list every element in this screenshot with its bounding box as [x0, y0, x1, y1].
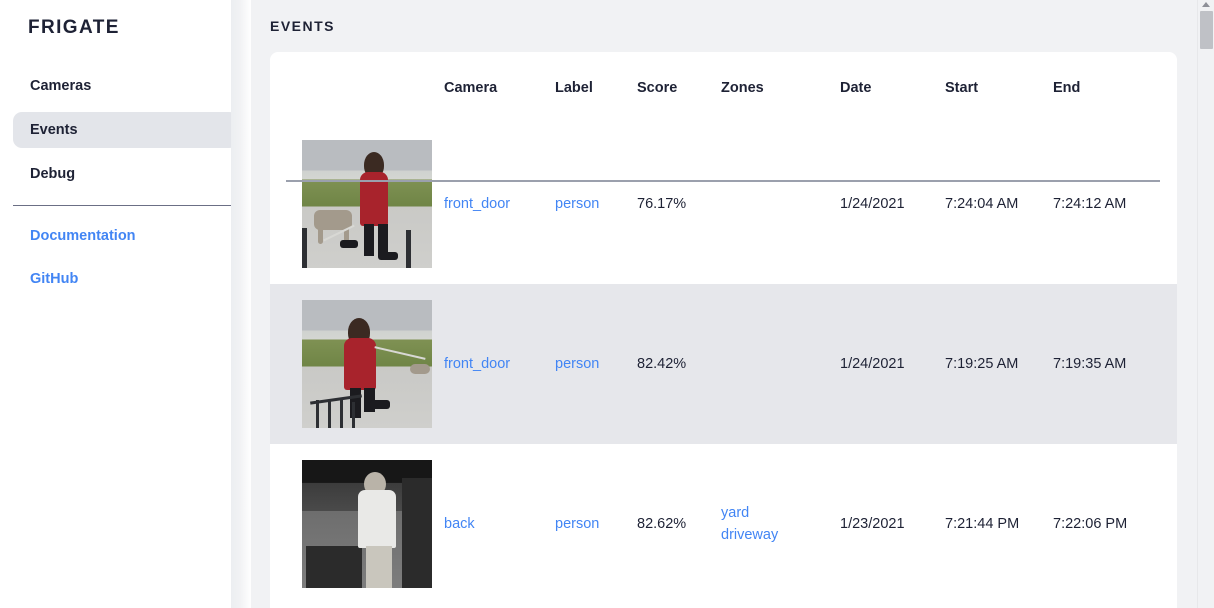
event-zones-cell — [721, 124, 840, 284]
column-header-date[interactable]: Date — [840, 80, 872, 96]
sidebar-item-events[interactable]: Events — [13, 111, 238, 148]
column-header-end[interactable]: End — [1053, 80, 1081, 96]
event-start-cell: 7:21:44 PM — [945, 516, 1020, 532]
person-shirt-shape — [358, 490, 396, 548]
event-date-cell: 1/24/2021 — [840, 284, 945, 444]
event-thumbnail-image[interactable]: 2021-01-23 19:21:44 — [302, 460, 432, 588]
event-start-cell: 7:19:25 AM — [945, 284, 1053, 444]
dog-leg-shape — [344, 226, 349, 244]
camera-link[interactable]: front_door — [444, 356, 511, 372]
shoe-shape — [340, 240, 358, 248]
table-row[interactable]: front_door person 82.42% 1/24/2021 7:19:… — [270, 284, 1177, 444]
event-start-cell: 7:24:04 AM — [945, 196, 1019, 212]
event-end-cell: 7:22:06 PM — [1053, 516, 1128, 532]
event-thumbnail-cell[interactable] — [270, 284, 444, 444]
app-logo-title: FRIGATE — [28, 17, 120, 38]
table-row[interactable]: 2021-01-23 19:21:44 back — [270, 444, 1177, 604]
shoe-shape — [370, 400, 390, 409]
event-zones-cell: yard driveway — [721, 444, 840, 604]
sidebar-link-github[interactable]: GitHub — [30, 270, 79, 287]
sidebar: FRIGATE Cameras Events Debug Documentati… — [0, 0, 251, 608]
label-link[interactable]: person — [555, 196, 600, 212]
event-score-cell: 82.42% — [637, 284, 721, 444]
dog-shape — [410, 364, 430, 374]
table-header-row: Camera Label Score Zones Date Start End — [270, 52, 1177, 124]
railing-shape — [352, 402, 355, 428]
event-camera-cell: front_door — [444, 284, 555, 444]
events-table: Camera Label Score Zones Date Start End — [270, 52, 1177, 604]
column-header-thumbnail — [270, 52, 444, 124]
event-camera-cell: front_door — [444, 124, 555, 284]
scroll-up-arrow-icon[interactable] — [1202, 2, 1210, 7]
event-end-cell: 7:19:35 AM — [1053, 284, 1177, 444]
dark-object-shape — [306, 546, 362, 588]
label-link[interactable]: person — [555, 516, 600, 532]
column-header-label[interactable]: Label — [555, 80, 593, 96]
event-date-cell: 1/23/2021 — [840, 516, 905, 532]
table-row[interactable]: front_door person 76.17% 1/24/2021 7:24:… — [270, 124, 1177, 284]
shoe-shape — [378, 252, 398, 260]
dog-shape — [314, 210, 352, 230]
dark-region-shape — [302, 460, 432, 482]
event-camera-cell: back — [444, 444, 555, 604]
event-score-cell: 82.62% — [637, 516, 687, 532]
sidebar-link-documentation[interactable]: Documentation — [30, 227, 136, 244]
main-content: EVENTS Camera Label Score Zones Date Sta… — [251, 0, 1214, 608]
camera-link[interactable]: back — [444, 516, 475, 532]
sidebar-item-cameras[interactable]: Cameras — [30, 77, 92, 94]
page-title: EVENTS — [270, 18, 336, 34]
scrollbar-thumb[interactable] — [1200, 11, 1213, 49]
event-end-cell: 7:24:12 AM — [1053, 196, 1127, 212]
person-body-shape — [344, 338, 376, 390]
person-leg-shape — [364, 224, 374, 256]
railing-shape — [302, 228, 307, 268]
event-score-cell: 76.17% — [637, 196, 687, 212]
event-label-cell: person — [555, 284, 637, 444]
event-label-cell: person — [555, 444, 637, 604]
event-thumbnail-cell[interactable] — [270, 124, 444, 284]
events-card: Camera Label Score Zones Date Start End — [270, 52, 1177, 608]
railing-shape — [328, 400, 331, 428]
event-thumbnail-cell[interactable]: 2021-01-23 19:21:44 — [270, 444, 444, 604]
label-link[interactable]: person — [555, 356, 600, 372]
person-leg-shape — [378, 224, 388, 256]
event-zones-cell — [721, 284, 840, 444]
event-thumbnail-image[interactable] — [302, 140, 432, 268]
railing-shape — [316, 400, 319, 428]
sidebar-external-links: Documentation GitHub — [0, 220, 251, 295]
sidebar-divider — [13, 204, 238, 206]
zone-link[interactable]: driveway — [721, 527, 779, 543]
sidebar-item-debug[interactable]: Debug — [30, 165, 76, 182]
event-thumbnail-image[interactable] — [302, 300, 432, 428]
table-header-rule — [286, 180, 1160, 182]
grill-shape — [402, 478, 432, 588]
sidebar-nav: Cameras Events Debug — [0, 68, 251, 192]
person-head-shape — [364, 152, 384, 178]
event-label-cell: person — [555, 124, 637, 284]
column-header-camera[interactable]: Camera — [444, 80, 498, 96]
camera-link[interactable]: front_door — [444, 196, 511, 212]
person-leg-shape — [350, 388, 361, 418]
railing-shape — [340, 400, 343, 428]
column-header-score[interactable]: Score — [637, 80, 678, 96]
event-date-cell: 1/24/2021 — [840, 196, 905, 212]
column-header-zones[interactable]: Zones — [721, 80, 764, 96]
person-pants-shape — [366, 546, 392, 588]
railing-shape — [406, 230, 411, 268]
vertical-scrollbar[interactable] — [1197, 0, 1214, 608]
zone-link[interactable]: yard — [721, 504, 750, 521]
column-header-start[interactable]: Start — [945, 80, 979, 96]
person-leg-shape — [364, 388, 375, 412]
dog-leg-shape — [318, 226, 323, 244]
